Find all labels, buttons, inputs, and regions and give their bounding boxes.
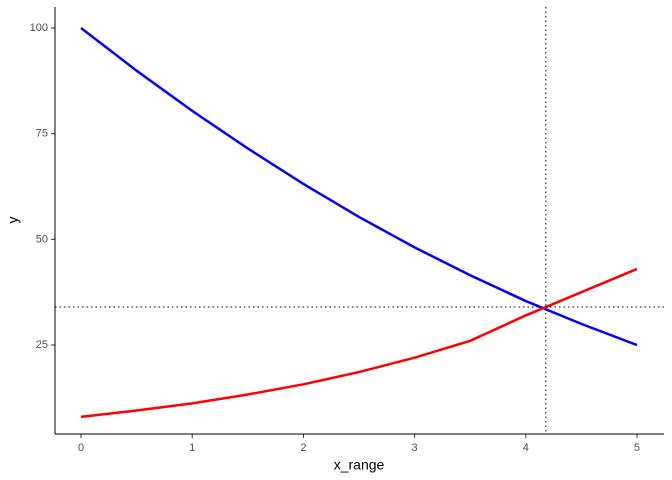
series-line (80, 27, 638, 347)
y-tick-label: 50 (36, 233, 48, 245)
y-tick-label: 100 (30, 22, 48, 34)
x-tick-label: 3 (412, 442, 418, 454)
x-tick-label: 4 (523, 442, 529, 454)
x-tick-label: 1 (189, 442, 195, 454)
x-axis-title: x_range (334, 457, 385, 473)
y-axis-title: y (5, 217, 21, 224)
y-tick-label: 25 (36, 339, 48, 351)
y-tick-label: 75 (36, 128, 48, 140)
x-tick-label: 5 (634, 442, 640, 454)
series-line (80, 267, 638, 419)
x-tick-label: 0 (78, 442, 84, 454)
x-tick-label: 2 (300, 442, 306, 454)
